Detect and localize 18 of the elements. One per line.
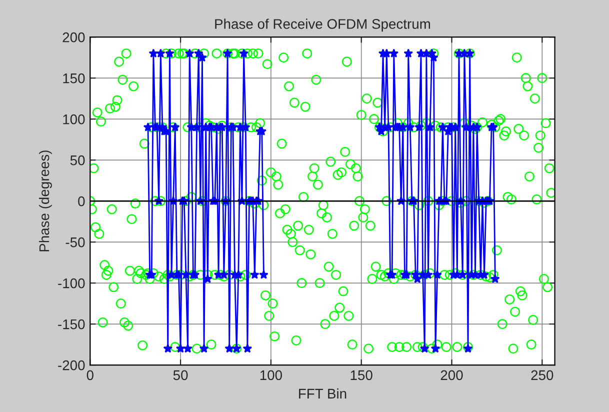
y-axis-title: Phase (degrees) [38,150,52,252]
y-tick-label: -100 [58,278,85,288]
x-tick-label: 0 [86,370,94,380]
y-tick-label: 0 [78,196,85,206]
x-tick-label: 200 [440,370,463,380]
y-tick-label: 100 [63,114,85,124]
chart-title: Phase of Receive OFDM Spectrum [215,18,430,32]
y-tick-label: 150 [63,73,85,84]
x-tick-label: 250 [531,370,554,380]
y-tick-label: 50 [70,155,85,166]
y-tick-label: -200 [58,360,85,370]
x-tick-label: 150 [350,370,372,380]
x-tick-label: 50 [173,370,188,380]
x-tick-label: 100 [260,370,282,380]
y-tick-label: 200 [62,32,85,42]
y-tick-label: -150 [58,319,85,330]
x-axis-title: FFT Bin [299,388,346,398]
y-tick-label: -50 [66,237,85,248]
